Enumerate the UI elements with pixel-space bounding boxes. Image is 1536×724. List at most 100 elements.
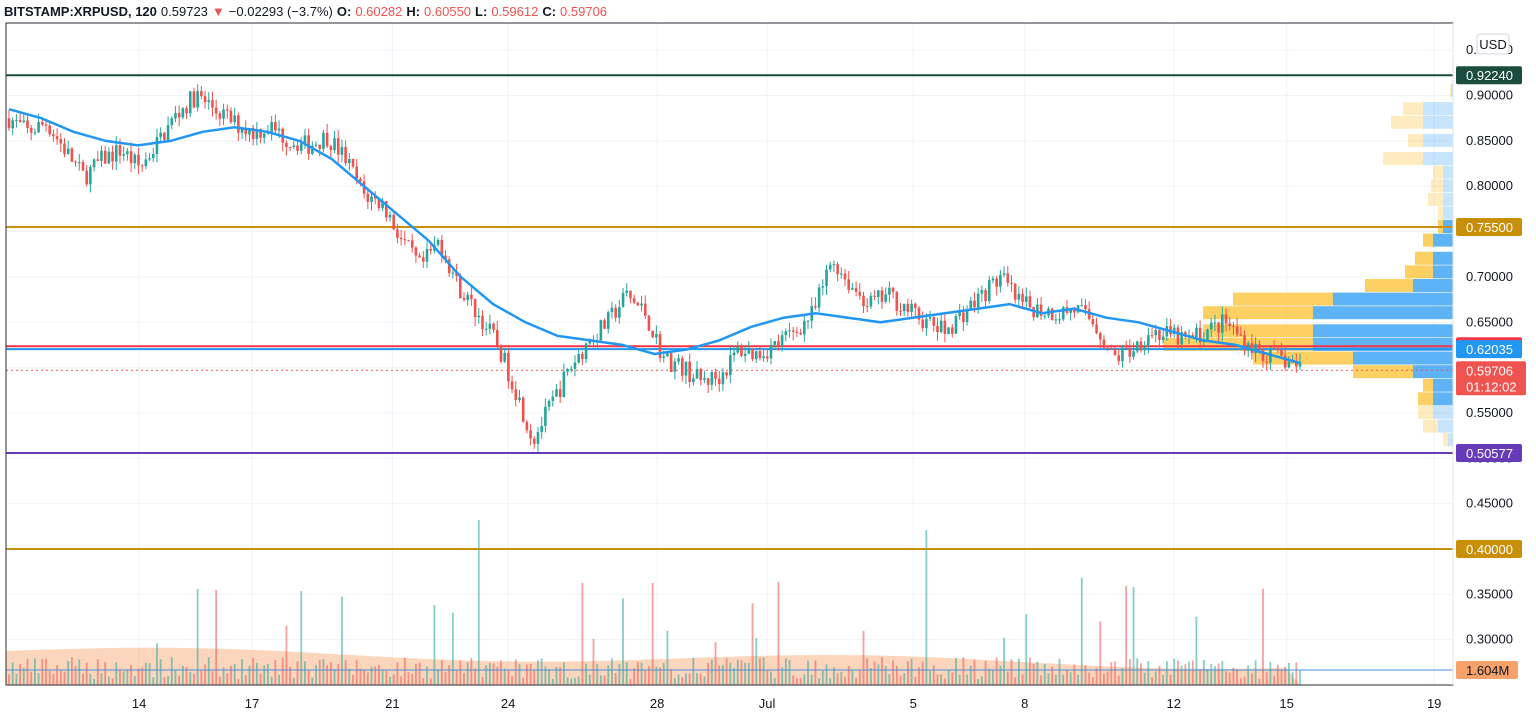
candle-body — [566, 368, 569, 372]
candle-body — [1084, 305, 1087, 310]
level-price-tag — [1456, 539, 1522, 558]
candle-body — [251, 127, 255, 140]
level-price-tag — [1456, 444, 1522, 463]
candle-body — [780, 335, 784, 347]
candle — [840, 267, 843, 279]
candle — [89, 164, 92, 193]
volume-bar — [488, 663, 491, 685]
volume-bar — [943, 678, 946, 685]
candle-body — [373, 196, 377, 199]
candle — [373, 191, 377, 205]
candle — [299, 137, 303, 155]
candle-body — [270, 121, 273, 134]
volume-bar — [877, 664, 880, 685]
candle-body — [66, 148, 70, 154]
candle — [251, 124, 255, 146]
candle-body — [688, 361, 691, 383]
candle-body — [629, 290, 632, 299]
time-tick-label: 12 — [1166, 696, 1180, 711]
candle — [1058, 312, 1061, 325]
candle-body — [888, 287, 891, 295]
candle — [340, 139, 344, 163]
candle — [1232, 321, 1235, 335]
candle-body — [706, 378, 710, 385]
candle — [170, 116, 174, 130]
volume-bar — [910, 658, 913, 685]
candle-body — [1172, 327, 1176, 334]
candle-body — [884, 294, 887, 302]
volume-profile-down — [1408, 133, 1423, 147]
volume-bar — [215, 589, 218, 685]
volume-bar — [426, 666, 428, 685]
candle — [322, 129, 325, 153]
volume-bar — [363, 670, 366, 685]
volume-bar — [263, 665, 266, 685]
level-price-label: 0.62035 — [1466, 342, 1513, 357]
candle-body — [692, 378, 695, 383]
volume-bar — [525, 664, 528, 685]
volume-bar — [577, 676, 580, 685]
candle — [422, 251, 425, 268]
volume-bar — [555, 666, 558, 685]
candle-body — [429, 248, 433, 251]
candle — [1091, 314, 1095, 328]
candle-body — [355, 166, 359, 179]
candle-body — [44, 124, 48, 126]
candle — [488, 314, 492, 335]
volume-bar — [585, 663, 587, 685]
volume-bar — [651, 582, 654, 685]
horizontal-levels[interactable] — [6, 74, 1453, 671]
candle — [29, 124, 33, 141]
candle — [669, 351, 673, 373]
candle — [932, 314, 936, 332]
volume-bar — [836, 673, 839, 685]
volume-bar — [1273, 675, 1276, 685]
candle-body — [865, 306, 869, 308]
candle — [1061, 305, 1065, 322]
volume-profile-down — [1423, 233, 1433, 247]
volume-bar — [781, 667, 784, 685]
candle — [1124, 340, 1128, 349]
candle — [85, 165, 88, 187]
candle-body — [1024, 296, 1028, 302]
volume-bar — [141, 667, 144, 685]
currency-button[interactable]: USD — [1476, 33, 1510, 55]
candle — [225, 104, 229, 119]
candle — [1172, 324, 1176, 338]
volume-bar — [85, 662, 88, 685]
volume-bar — [625, 662, 628, 685]
volume-bar — [1191, 660, 1194, 685]
candle-body — [710, 371, 714, 385]
candle-body — [1258, 343, 1261, 350]
symbol-name[interactable]: BITSTAMP:XRPUSD, 120 — [4, 3, 157, 19]
volume-profile-down — [1365, 278, 1413, 292]
candle — [917, 305, 921, 325]
volume-bar — [115, 662, 118, 685]
volume-bar — [63, 671, 66, 685]
candle-body — [899, 310, 902, 312]
volume-bar — [685, 673, 687, 685]
volume-bar — [248, 665, 251, 685]
candle — [980, 285, 984, 302]
candle — [888, 281, 891, 303]
time-axis[interactable]: 14 17 21 24 28 Jul 5 8 12 15 19 — [132, 696, 1442, 711]
candle-body — [521, 397, 525, 422]
price-tick-label: 0.35000 — [1466, 586, 1513, 601]
volume-bar — [481, 677, 484, 685]
volume-bar — [903, 673, 906, 685]
candle — [185, 105, 188, 120]
volume-bar — [988, 668, 991, 685]
candle — [751, 348, 754, 362]
candle-body — [1013, 283, 1017, 300]
volume-bar — [474, 668, 476, 685]
volume-bar — [603, 675, 606, 685]
candle — [529, 423, 532, 446]
bar-countdown: 01:12:02 — [1466, 379, 1517, 394]
candle — [1013, 282, 1017, 304]
candle-body — [869, 295, 873, 307]
candle-body — [1180, 332, 1183, 345]
candle-body — [203, 96, 207, 103]
volume-bar — [237, 678, 240, 685]
candle — [107, 147, 111, 164]
